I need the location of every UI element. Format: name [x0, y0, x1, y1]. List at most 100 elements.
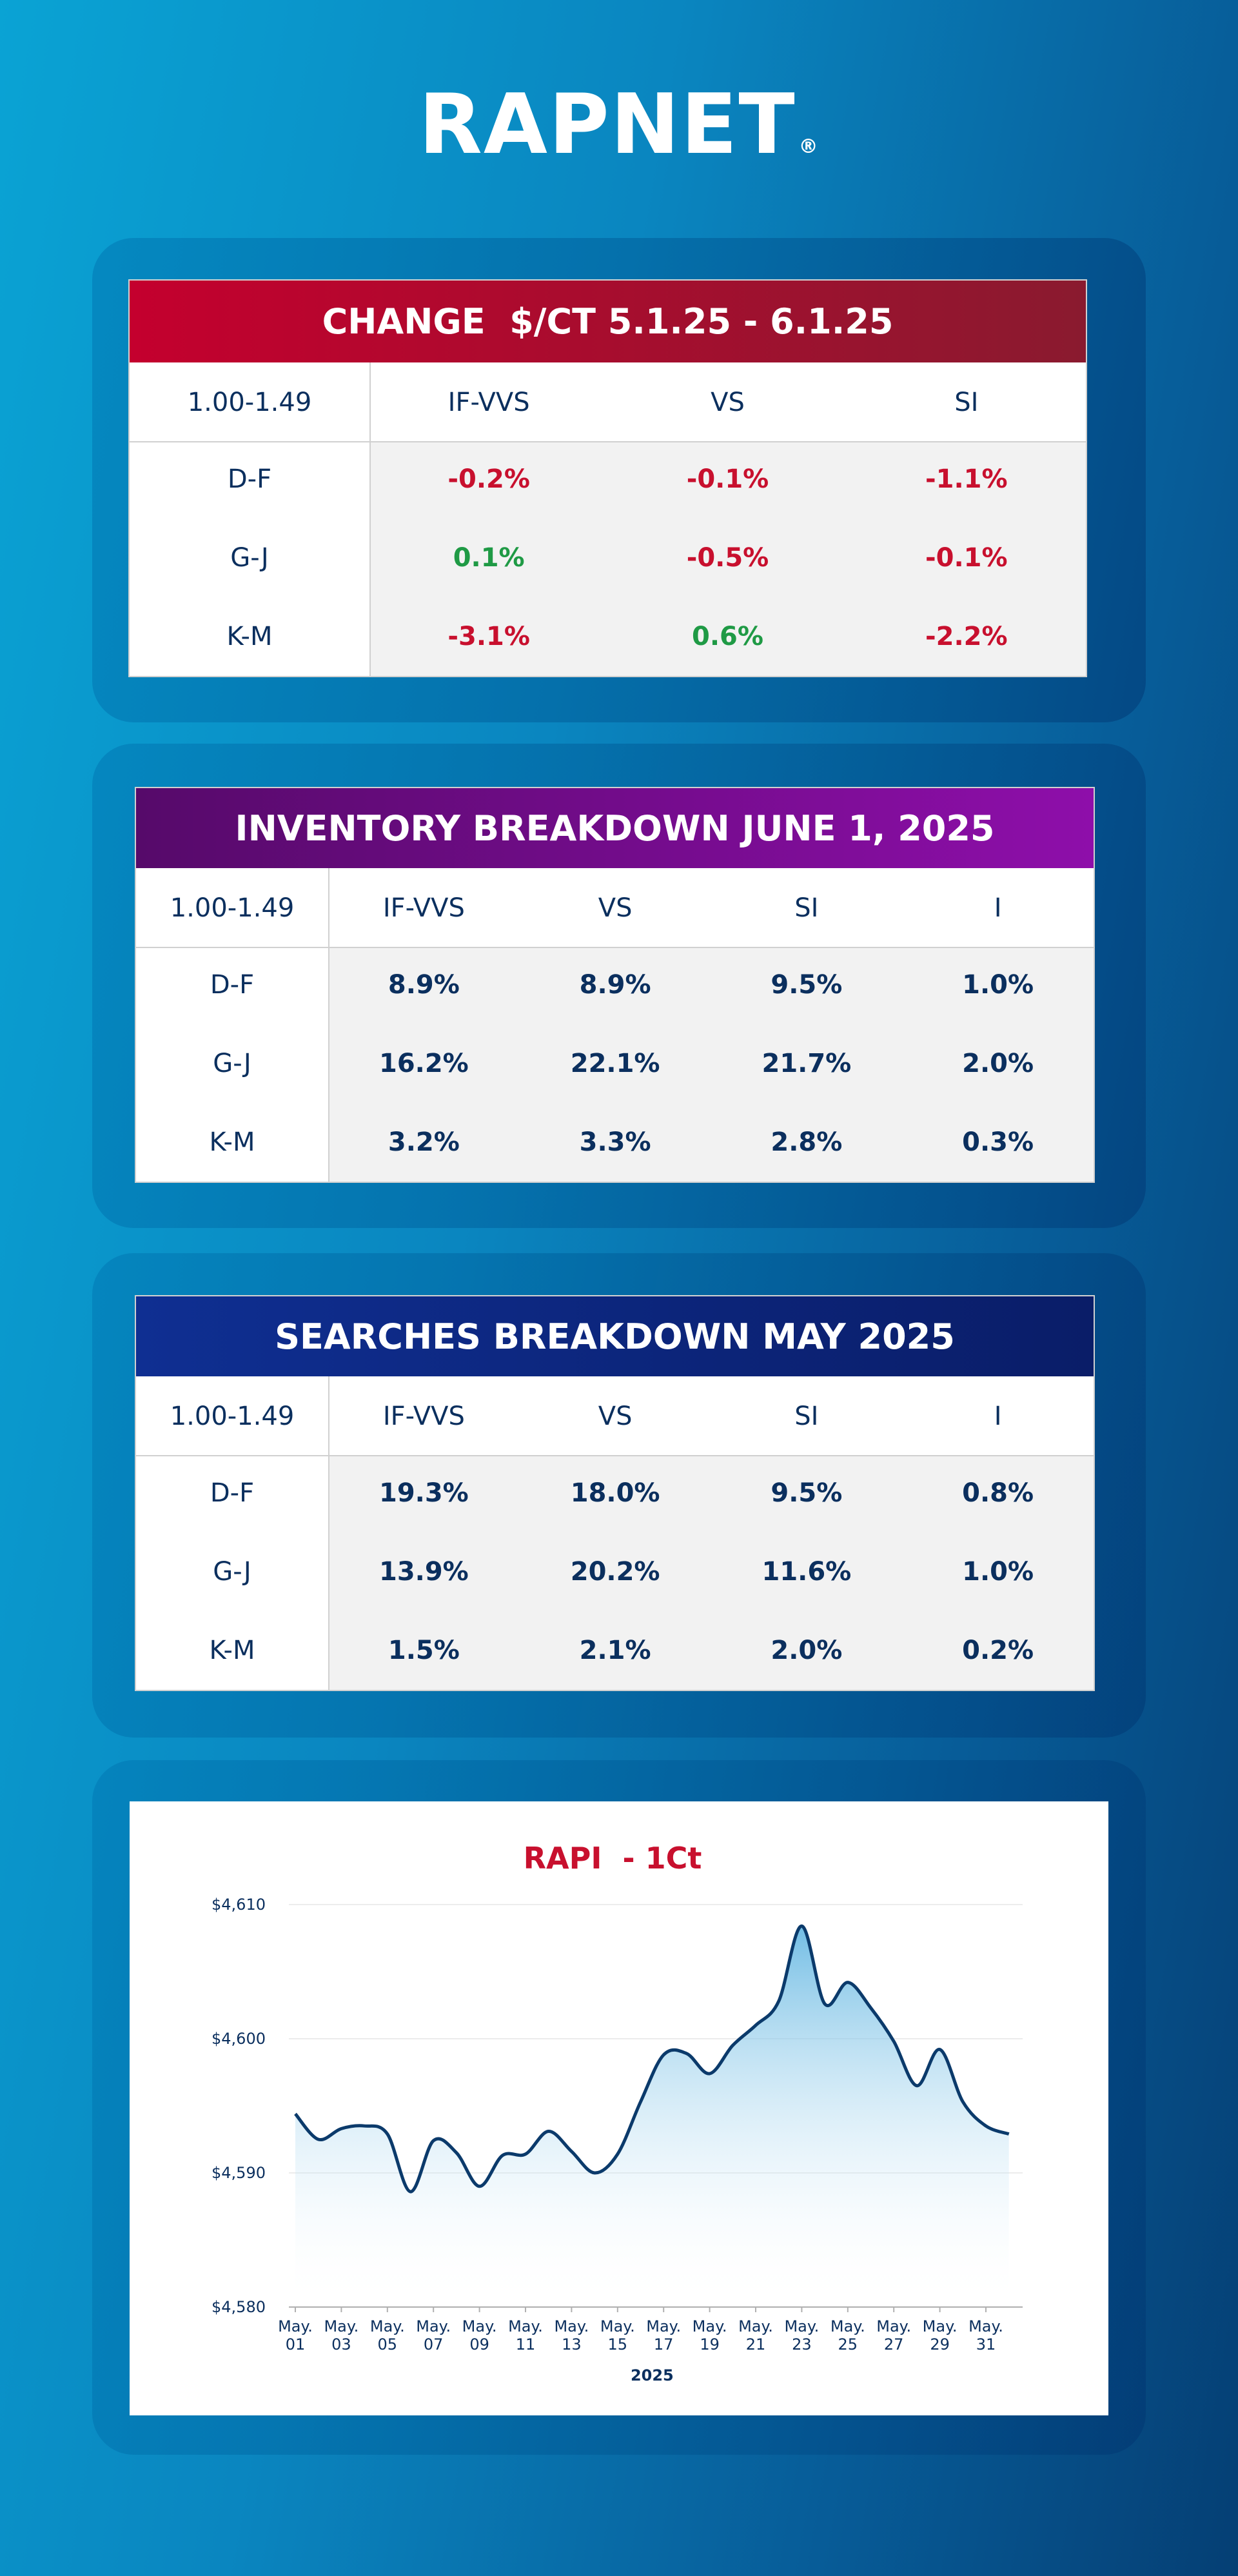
logo: RAPNET ® — [0, 84, 1238, 166]
x-tick-label: May. 11 — [508, 2317, 543, 2353]
table-value: 9.5% — [771, 1478, 843, 1508]
registered-mark: ® — [798, 135, 820, 158]
logo-text: RAPNET — [418, 77, 796, 173]
row-label: K-M — [209, 1636, 255, 1665]
column-divider — [328, 1376, 329, 1690]
header-row — [130, 362, 1086, 442]
table-value: 0.6% — [692, 622, 763, 651]
first-column — [136, 1456, 328, 1690]
table-value: 3.2% — [388, 1127, 460, 1157]
column-header: 1.00-1.49 — [170, 893, 295, 923]
y-tick-label: $4,610 — [211, 1896, 266, 1914]
column-header: VS — [598, 893, 633, 923]
y-tick-label: $4,580 — [211, 2298, 266, 2316]
x-axis-label: 2025 — [631, 2366, 674, 2384]
table-value: -3.1% — [447, 622, 530, 651]
table-value: -2.2% — [925, 622, 1008, 651]
table-value: 2.0% — [962, 1049, 1034, 1078]
column-header: I — [994, 893, 1002, 923]
x-tick-label: May. 03 — [324, 2317, 359, 2353]
x-tick-label: May. 01 — [278, 2317, 313, 2353]
column-header: 1.00-1.49 — [170, 1402, 295, 1431]
first-column — [136, 948, 328, 1182]
column-header: I — [994, 1402, 1002, 1431]
table-value: 2.8% — [771, 1127, 843, 1157]
table-value: -0.2% — [447, 464, 530, 494]
table-value: 9.5% — [771, 970, 843, 1000]
table-value: 22.1% — [570, 1049, 660, 1078]
table-title: CHANGE $/CT 5.1.25 - 6.1.25 — [130, 281, 1086, 362]
row-label: K-M — [209, 1127, 255, 1157]
column-divider — [328, 868, 329, 1182]
table-title: INVENTORY BREAKDOWN JUNE 1, 2025 — [136, 788, 1094, 868]
y-tick-label: $4,600 — [211, 2030, 266, 2048]
column-header: IF-VVS — [382, 1402, 465, 1431]
column-header: VS — [711, 388, 745, 417]
table-value: 1.0% — [962, 970, 1034, 1000]
row-label: D-F — [210, 970, 255, 1000]
table-value: 2.1% — [579, 1636, 651, 1665]
row-label: D-F — [210, 1478, 255, 1508]
x-tick-label: May. 31 — [968, 2317, 1003, 2353]
table-value: 18.0% — [570, 1478, 660, 1508]
row-label: G-J — [230, 543, 269, 573]
table-value: -1.1% — [925, 464, 1008, 494]
x-tick-label: May. 13 — [554, 2317, 589, 2353]
column-header: IF-VVS — [382, 893, 465, 923]
line — [294, 1924, 1010, 2194]
table-value: 8.9% — [579, 970, 651, 1000]
table: SEARCHES BREAKDOWN MAY 2025 1.00-1.49 IF-V… — [135, 1295, 1095, 1691]
x-tick-label: May. 19 — [692, 2317, 727, 2353]
row-label: G-J — [213, 1049, 251, 1078]
first-column — [130, 442, 369, 676]
column-header: SI — [794, 1402, 819, 1431]
chart-title: RAPI - 1Ct — [524, 1841, 702, 1876]
column-header: SI — [794, 893, 819, 923]
table-value: 0.2% — [962, 1636, 1034, 1665]
x-tick-label: May. 17 — [646, 2317, 682, 2353]
table-value: -0.1% — [686, 464, 769, 494]
column-header: SI — [954, 388, 979, 417]
row-label: D-F — [227, 464, 272, 494]
table-value: -0.1% — [925, 543, 1008, 573]
row-label: K-M — [226, 622, 273, 651]
x-tick-label: May. 09 — [462, 2317, 497, 2353]
table: CHANGE $/CT 5.1.25 - 6.1.25 1.00-1.49 IF-V… — [128, 279, 1087, 677]
table-value: 20.2% — [570, 1557, 660, 1587]
x-tick-label: May. 25 — [830, 2317, 865, 2353]
table-value: 2.0% — [771, 1636, 843, 1665]
x-tick-label: May. 27 — [876, 2317, 912, 2353]
table-value: 3.3% — [579, 1127, 651, 1157]
column-divider — [369, 362, 371, 676]
column-header: 1.00-1.49 — [187, 388, 312, 417]
column-header: VS — [598, 1402, 633, 1431]
table-value: 1.0% — [962, 1557, 1034, 1587]
table-value: -0.5% — [686, 543, 769, 573]
chart-svg: RAPI - 1Ct $4,580 $4,590 $4,600 $4,610 2025 — [211, 1841, 1023, 2384]
header-row — [136, 1376, 1094, 1456]
x-tick-label: May. 23 — [784, 2317, 820, 2353]
table: INVENTORY BREAKDOWN JUNE 1, 2025 1.00-1.4… — [135, 787, 1095, 1183]
x-tick-label: May. 15 — [600, 2317, 635, 2353]
table-value: 21.7% — [761, 1049, 852, 1078]
table-value: 1.5% — [388, 1636, 460, 1665]
table-value: 11.6% — [761, 1557, 852, 1587]
table-title: SEARCHES BREAKDOWN MAY 2025 — [136, 1296, 1094, 1376]
column-header: IF-VVS — [447, 388, 530, 417]
chart: RAPI - 1Ct $4,580 $4,590 $4,600 $4,610 2025 M… — [130, 1801, 1108, 2415]
table-value: 13.9% — [378, 1557, 469, 1587]
table-value: 19.3% — [378, 1478, 469, 1508]
table-value: 0.3% — [962, 1127, 1034, 1157]
x-tick-label: May. 29 — [922, 2317, 958, 2353]
y-tick-label: $4,590 — [211, 2164, 266, 2182]
table-value: 8.9% — [388, 970, 460, 1000]
header-row — [136, 868, 1094, 948]
x-tick-label: May. 21 — [738, 2317, 773, 2353]
table-value: 0.1% — [453, 543, 525, 573]
row-label: G-J — [213, 1557, 251, 1587]
table-value: 0.8% — [962, 1478, 1034, 1508]
table-value: 16.2% — [378, 1049, 469, 1078]
area — [295, 1926, 1009, 2307]
x-tick-label: May. 05 — [369, 2317, 405, 2353]
